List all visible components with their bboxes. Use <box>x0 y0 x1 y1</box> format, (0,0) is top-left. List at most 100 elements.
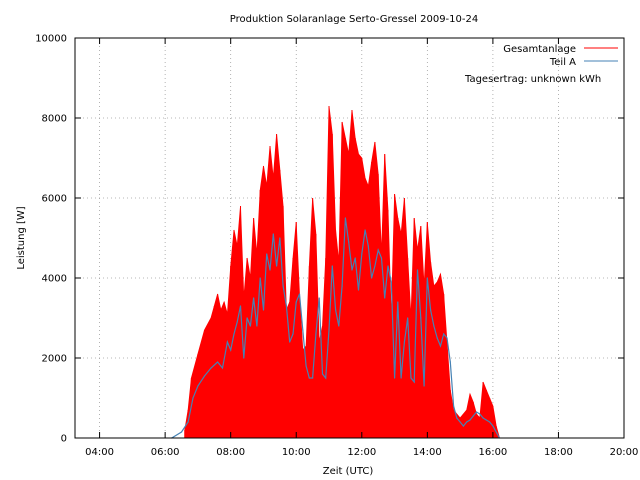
point-teil-a <box>305 365 307 367</box>
point-teil-a <box>459 421 461 423</box>
y-tick-label: 2000 <box>42 354 67 365</box>
point-teil-a <box>216 361 219 363</box>
point-teil-a <box>380 257 383 259</box>
point-teil-a <box>289 341 291 343</box>
point-teil-a <box>285 305 288 307</box>
point-teil-a <box>249 325 251 327</box>
point-teil-a <box>203 375 206 377</box>
point-teil-a <box>292 333 294 335</box>
point-teil-a <box>302 329 304 331</box>
point-teil-a <box>344 217 347 219</box>
point-teil-a <box>466 421 468 423</box>
x-tick-label: 20:00 <box>610 447 639 458</box>
plot-frame <box>74 37 625 439</box>
point-teil-a <box>328 329 330 331</box>
x-tick-label: 16:00 <box>478 447 507 458</box>
y-axis-ticks: 0 2000 4000 6000 8000 10000 <box>35 34 624 445</box>
point-teil-a <box>397 301 399 303</box>
x-tick-label: 06:00 <box>151 447 180 458</box>
point-teil-a <box>403 341 405 343</box>
point-teil-a <box>348 241 350 243</box>
point-teil-a <box>462 425 464 427</box>
point-teil-a <box>325 377 327 379</box>
point-teil-a <box>262 309 265 311</box>
y-tick-label: 6000 <box>42 194 67 205</box>
point-teil-a <box>315 333 317 335</box>
point-teil-a <box>489 421 491 423</box>
point-teil-a <box>318 297 320 299</box>
point-teil-a <box>367 245 369 247</box>
point-teil-a <box>354 257 356 259</box>
point-teil-a <box>192 397 194 399</box>
line-teil-a <box>171 217 501 439</box>
legend: Gesamtanlage Teil A <box>503 44 618 68</box>
point-teil-a <box>239 305 242 307</box>
point-teil-a <box>279 237 281 239</box>
point-teil-a <box>492 425 494 427</box>
point-teil-a <box>377 249 379 251</box>
point-teil-a <box>430 309 432 311</box>
x-tick-label: 12:00 <box>347 447 376 458</box>
y-tick-label: 0 <box>61 434 67 445</box>
point-teil-a <box>226 341 229 343</box>
x-tick-label: 04:00 <box>85 447 114 458</box>
daily-yield-annotation: Tagesertrag: unknown kWh <box>464 74 601 85</box>
point-teil-a <box>479 413 481 415</box>
point-teil-a <box>423 385 425 387</box>
point-teil-a <box>269 269 271 271</box>
point-teil-a <box>485 419 487 421</box>
point-teil-a <box>426 277 428 279</box>
legend-label-teil-a: Teil A <box>549 57 576 68</box>
point-teil-a <box>275 265 278 267</box>
point-teil-a <box>282 285 284 287</box>
point-teil-a <box>259 277 261 279</box>
point-teil-a <box>221 367 224 369</box>
point-teil-a <box>230 349 232 351</box>
point-teil-a <box>400 377 402 379</box>
point-teil-a <box>246 317 248 319</box>
point-teil-a <box>334 309 337 311</box>
point-teil-a <box>295 301 297 303</box>
x-axis-label: Zeit (UTC) <box>323 466 374 477</box>
point-teil-a <box>469 419 471 421</box>
point-teil-a <box>436 337 438 339</box>
point-teil-a <box>312 377 314 379</box>
point-teil-a <box>253 297 255 299</box>
point-teil-a <box>413 381 415 383</box>
point-teil-a <box>410 377 412 379</box>
x-tick-label: 08:00 <box>216 447 245 458</box>
point-teil-a <box>361 253 363 255</box>
point-teil-a <box>243 357 245 359</box>
chart-title: Produktion Solaranlage Serto-Gressel 200… <box>230 14 478 25</box>
point-teil-a <box>331 265 333 267</box>
series-teil-a <box>171 217 501 439</box>
y-axis-label: Leistung [W] <box>16 206 27 269</box>
point-teil-a <box>390 281 392 283</box>
point-teil-a <box>341 285 343 287</box>
point-teil-a <box>187 421 189 423</box>
y-tick-label: 10000 <box>35 34 67 45</box>
x-tick-label: 14:00 <box>413 447 442 458</box>
point-teil-a <box>433 325 435 327</box>
point-teil-a <box>374 265 376 267</box>
point-teil-a <box>233 333 235 335</box>
point-teil-a <box>420 317 422 319</box>
point-teil-a <box>452 405 455 407</box>
point-teil-a <box>443 333 445 335</box>
legend-label-gesamtanlage: Gesamtanlage <box>503 44 576 55</box>
y-tick-label: 8000 <box>42 114 67 125</box>
point-teil-a <box>416 269 419 271</box>
x-tick-label: 18:00 <box>544 447 573 458</box>
point-teil-a <box>256 325 258 327</box>
y-tick-label: 4000 <box>42 274 67 285</box>
point-teil-a <box>393 377 396 379</box>
point-teil-a <box>180 431 183 433</box>
point-teil-a <box>371 277 373 279</box>
point-teil-a <box>387 265 389 267</box>
point-teil-a <box>364 229 366 231</box>
point-teil-a <box>308 377 310 379</box>
point-teil-a <box>482 417 484 419</box>
point-teil-a <box>298 293 301 295</box>
point-teil-a <box>338 325 340 327</box>
